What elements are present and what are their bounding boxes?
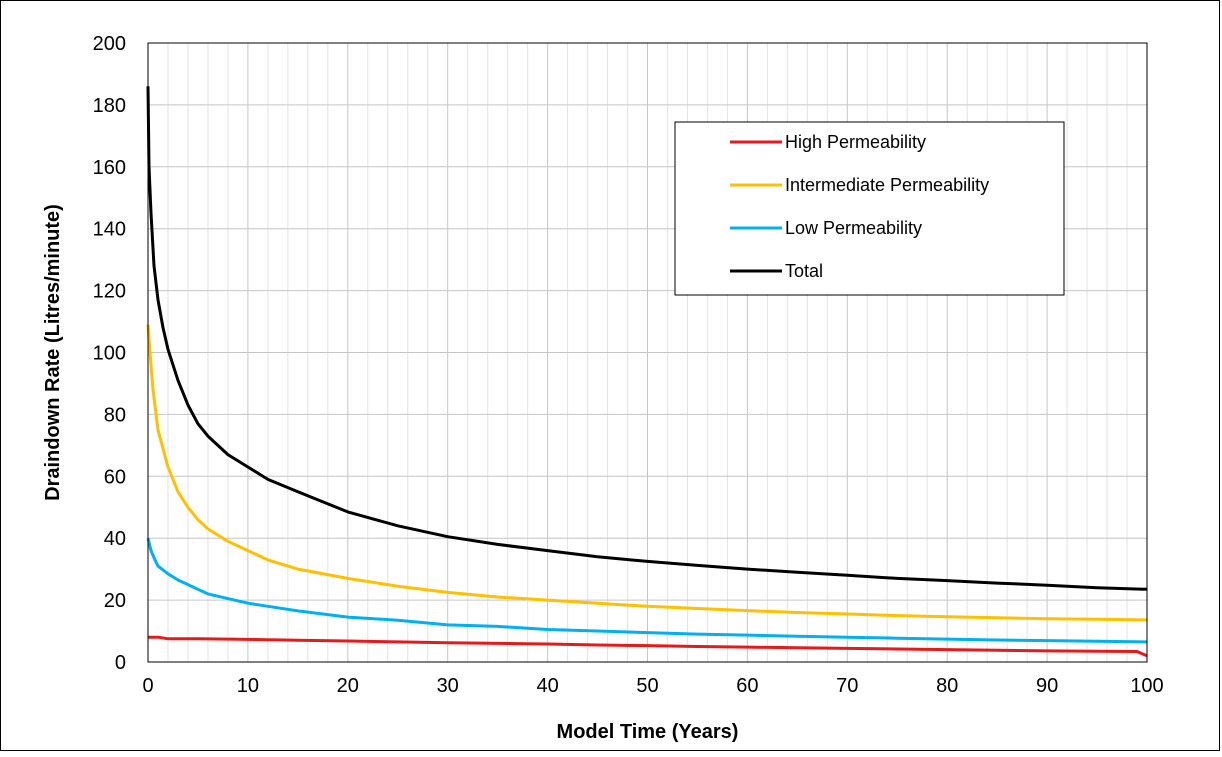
legend-label-intermediate-permeability: Intermediate Permeability <box>785 175 989 195</box>
series-line-intermediate-permeability <box>146 324 1148 622</box>
x-axis-title: Model Time (Years) <box>557 721 739 743</box>
series-line-low-permeability <box>146 537 1148 644</box>
x-tick-label: 50 <box>636 675 658 697</box>
x-tick-label: 10 <box>237 675 259 697</box>
x-tick-label: 30 <box>437 675 459 697</box>
legend-label-total: Total <box>785 261 823 281</box>
y-tick-label: 180 <box>93 95 126 117</box>
series-line-total <box>146 86 1148 591</box>
x-tick-label: 100 <box>1130 675 1163 697</box>
series-layer <box>146 86 1148 658</box>
major-grid <box>148 43 1147 662</box>
y-tick-label: 160 <box>93 157 126 179</box>
x-tick-label: 70 <box>836 675 858 697</box>
y-tick-label: 140 <box>93 219 126 241</box>
y-tick-label: 60 <box>104 466 126 488</box>
y-tick-label: 100 <box>93 343 126 365</box>
plot-area-border <box>147 42 1148 663</box>
series-line-high-permeability <box>148 635 1148 658</box>
y-tick-label: 80 <box>104 404 126 426</box>
legend-box <box>674 121 1065 296</box>
y-tick-label: 40 <box>104 528 126 550</box>
legend-label-low-permeability: Low Permeability <box>785 218 922 238</box>
legend-label-high-permeability: High Permeability <box>785 132 926 152</box>
y-axis-title: Draindown Rate (Litres/minute) <box>42 204 64 501</box>
x-axis-ticks: 0 10 20 30 40 50 60 70 80 90 100 <box>142 675 1163 697</box>
y-tick-label: 0 <box>115 652 126 674</box>
x-tick-label: 80 <box>936 675 958 697</box>
y-tick-label: 200 <box>93 33 126 55</box>
y-tick-label: 120 <box>93 281 126 303</box>
x-tick-label: 60 <box>736 675 758 697</box>
x-tick-label: 90 <box>1036 675 1058 697</box>
y-axis-ticks: 0 20 40 60 80 100 120 140 160 180 200 <box>93 33 126 674</box>
y-tick-label: 20 <box>104 590 126 612</box>
x-tick-label: 20 <box>337 675 359 697</box>
x-tick-label: 0 <box>142 675 153 697</box>
x-tick-label: 40 <box>536 675 558 697</box>
legend: High Permeability Intermediate Permeabil… <box>674 121 1065 296</box>
